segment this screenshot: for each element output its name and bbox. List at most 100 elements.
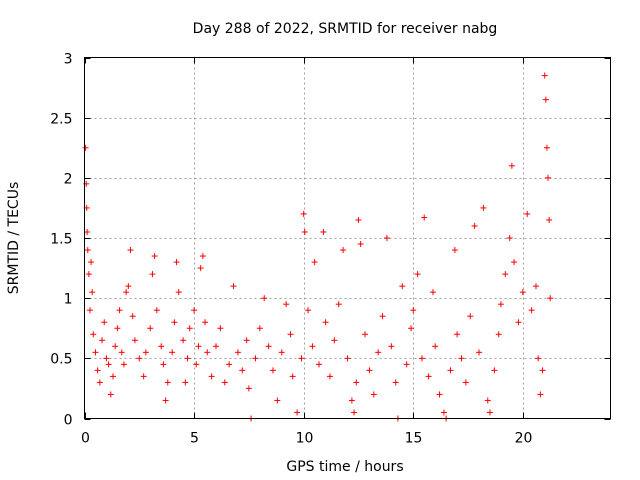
data-point [103, 355, 110, 362]
data-point [320, 228, 327, 235]
data-point [86, 307, 93, 314]
data-point [484, 397, 491, 404]
data-point [440, 409, 447, 416]
data-point [96, 379, 103, 386]
data-point [543, 144, 550, 151]
data-point [467, 313, 474, 320]
data-point [278, 349, 285, 356]
data-point [129, 313, 136, 320]
data-point [451, 247, 458, 254]
data-point [539, 367, 546, 374]
grid-lines [84, 57, 611, 419]
data-point [99, 337, 106, 344]
data-point [511, 259, 518, 266]
data-point [425, 373, 432, 380]
data-point [414, 271, 421, 278]
x-axis-title: GPS time / hours [286, 459, 403, 475]
data-point [410, 307, 417, 314]
data-point [116, 307, 123, 314]
data-point [519, 289, 526, 296]
data-point [471, 222, 478, 229]
data-point [153, 307, 160, 314]
data-point [140, 373, 147, 380]
data-point [191, 307, 198, 314]
data-point [245, 385, 252, 392]
data-point [199, 253, 206, 260]
data-point [90, 331, 97, 338]
x-tick-label: 5 [190, 431, 199, 447]
data-point [114, 325, 121, 332]
data-point [274, 397, 281, 404]
y-tick-label: 3 [64, 52, 73, 68]
data-point [289, 373, 296, 380]
data-point [458, 355, 465, 362]
data-point [136, 355, 143, 362]
data-point [432, 343, 439, 350]
data-point [524, 210, 531, 217]
data-point [158, 343, 165, 350]
data-point [125, 283, 132, 290]
data-point [171, 319, 178, 326]
data-point [462, 379, 469, 386]
data-point [447, 367, 454, 374]
data-point [217, 325, 224, 332]
data-point [344, 355, 351, 362]
x-tick-label: 20 [515, 431, 533, 447]
data-point [309, 343, 316, 350]
y-tick-label: 1 [64, 292, 73, 308]
data-point [532, 283, 539, 290]
data-point [379, 313, 386, 320]
data-point [545, 174, 552, 181]
data-point [298, 355, 305, 362]
data-point [243, 337, 250, 344]
data-point [265, 343, 272, 350]
data-point [88, 259, 95, 266]
data-point [486, 409, 493, 416]
data-point [175, 289, 182, 296]
data-point [353, 379, 360, 386]
data-point [186, 325, 193, 332]
data-point [408, 325, 415, 332]
data-point [480, 204, 487, 211]
data-point [180, 337, 187, 344]
data-point [208, 373, 215, 380]
data-point [230, 283, 237, 290]
y-tick-label: 0 [64, 413, 73, 429]
data-point [107, 391, 114, 398]
data-point [82, 144, 89, 151]
data-point [101, 319, 108, 326]
data-point [355, 216, 362, 223]
plot-frame [84, 57, 611, 419]
data-point [383, 235, 390, 241]
data-point [283, 301, 290, 308]
data-point [436, 391, 443, 398]
data-point [84, 247, 91, 254]
data-point [131, 337, 138, 344]
data-point [195, 343, 202, 350]
data-point [109, 373, 116, 380]
y-tick-label: 2 [64, 172, 73, 188]
data-point [164, 379, 171, 386]
data-point [92, 349, 99, 356]
data-point [491, 367, 498, 374]
data-point [226, 361, 233, 368]
data-point [542, 96, 549, 103]
data-point [300, 210, 307, 217]
data-point [160, 361, 167, 368]
data-points [82, 72, 554, 422]
data-point [305, 307, 312, 314]
data-point [162, 397, 169, 404]
data-point [89, 289, 96, 296]
data-point [311, 259, 318, 266]
data-point [118, 349, 125, 356]
data-point [547, 295, 554, 302]
data-point [351, 409, 358, 416]
data-point [535, 355, 542, 362]
data-point [454, 331, 461, 338]
data-point [94, 367, 101, 374]
data-point [429, 289, 436, 296]
x-tick-label: 0 [81, 431, 90, 447]
data-point [508, 162, 515, 169]
data-point [421, 214, 428, 221]
